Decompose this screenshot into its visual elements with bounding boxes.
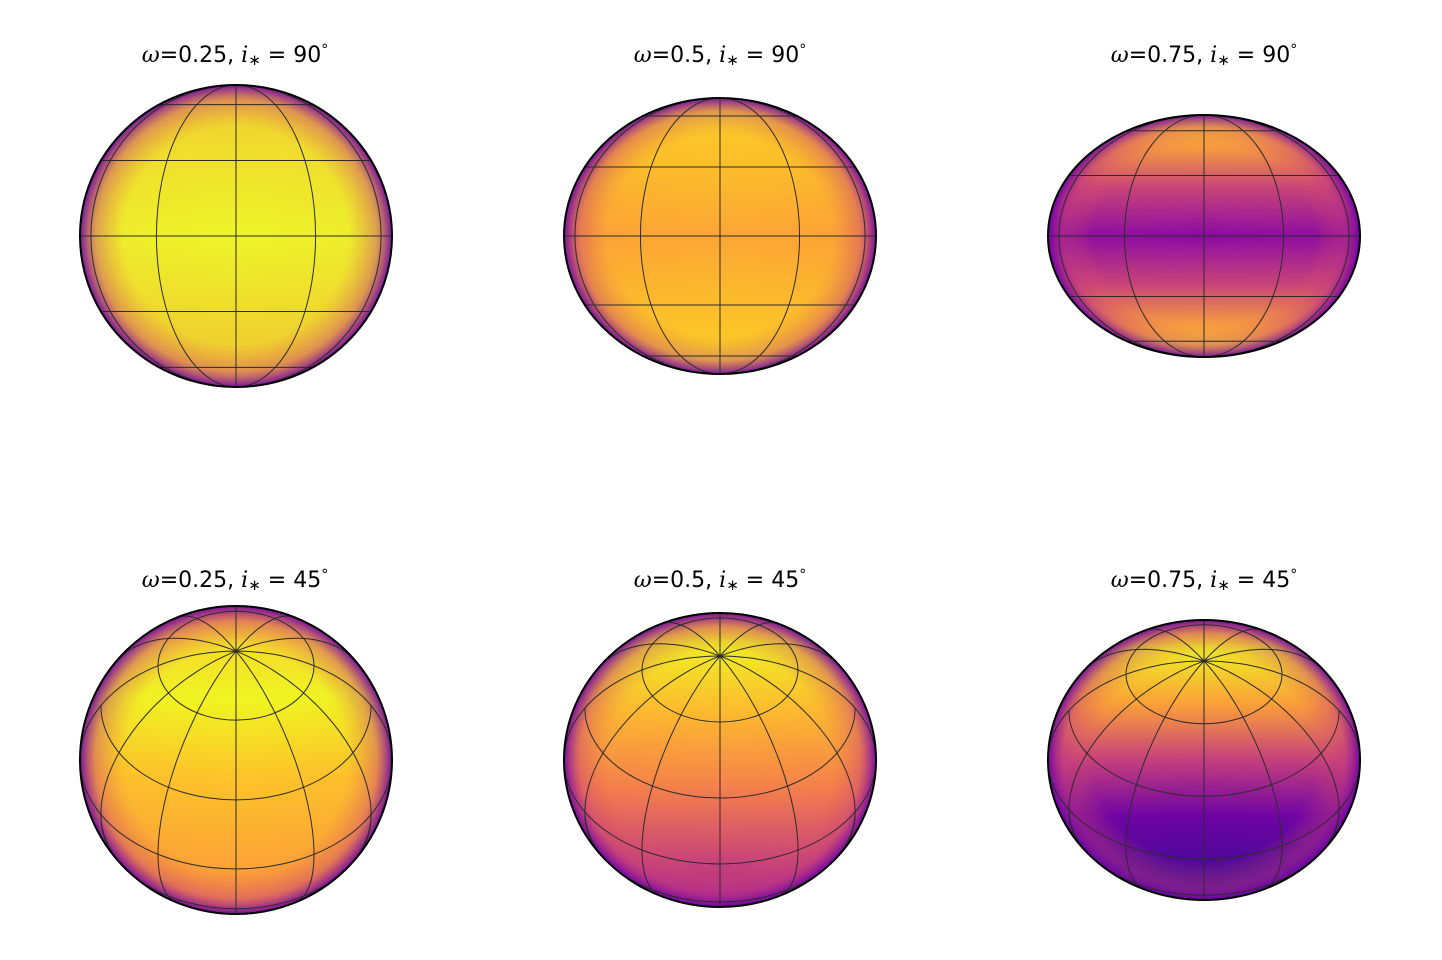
star-outline [79, 605, 393, 915]
meridian-line [235, 650, 372, 857]
panel-omega-0.75-incl-90: ω=0.75, i∗ = 90° [1047, 42, 1361, 358]
panel-title: ω=0.75, i∗ = 90° [1111, 42, 1297, 69]
meridian-line [584, 655, 721, 853]
star-disk [79, 605, 393, 915]
meridian-line [598, 643, 721, 669]
panel-omega-0.5-incl-90: ω=0.5, i∗ = 90° [563, 42, 877, 375]
meridian-line [564, 655, 720, 761]
star-disk [1047, 619, 1361, 901]
star-disk [563, 612, 877, 908]
panel-omega-0.5-incl-45: ω=0.5, i∗ = 45° [563, 567, 877, 908]
meridian-line [719, 643, 842, 669]
panel-title: ω=0.5, i∗ = 45° [634, 567, 806, 594]
lat-lon-grid [80, 606, 392, 914]
star-disk [1047, 114, 1361, 358]
star-outline [563, 612, 877, 908]
meridian-line [1203, 648, 1326, 673]
star-outline [1047, 114, 1361, 358]
meridian-line [1082, 648, 1205, 673]
meridian-line [1145, 628, 1205, 662]
panel-title: ω=0.75, i∗ = 45° [1111, 567, 1297, 594]
meridian-line [661, 622, 721, 657]
panel-omega-0.25-incl-90: ω=0.25, i∗ = 90° [79, 42, 393, 388]
meridian-line [1203, 660, 1360, 761]
meridian-line [1203, 628, 1263, 662]
panel-title: ω=0.5, i∗ = 90° [634, 42, 806, 69]
meridian-line [80, 650, 237, 761]
meridian-line [114, 637, 237, 664]
meridian-line [100, 650, 237, 857]
panel-omega-0.25-incl-45: ω=0.25, i∗ = 45° [79, 567, 393, 915]
meridian-line [157, 650, 237, 903]
meridian-line [235, 637, 358, 664]
panel-title: ω=0.25, i∗ = 45° [142, 567, 328, 594]
meridian-line [719, 655, 856, 853]
meridian-line [1203, 660, 1283, 890]
meridian-line [235, 650, 392, 761]
meridian-line [235, 650, 315, 903]
meridian-line [235, 615, 295, 652]
meridian-line [1048, 660, 1205, 761]
lat-lon-grid [1048, 620, 1360, 900]
meridian-line [1203, 660, 1340, 849]
meridian-line [720, 655, 876, 761]
meridian-line [1068, 660, 1205, 849]
star-disk [563, 97, 877, 375]
panel-title: ω=0.25, i∗ = 90° [142, 42, 328, 69]
meridian-line [177, 615, 237, 652]
meridian-line [1125, 660, 1205, 890]
panel-omega-0.75-incl-45: ω=0.75, i∗ = 45° [1047, 567, 1361, 901]
meridian-line [719, 655, 799, 897]
star-outline [79, 84, 393, 388]
star-outline [1047, 619, 1361, 901]
star-outline [563, 97, 877, 375]
meridian-line [719, 622, 779, 657]
meridian-line [641, 655, 721, 897]
star-disk [79, 84, 393, 388]
